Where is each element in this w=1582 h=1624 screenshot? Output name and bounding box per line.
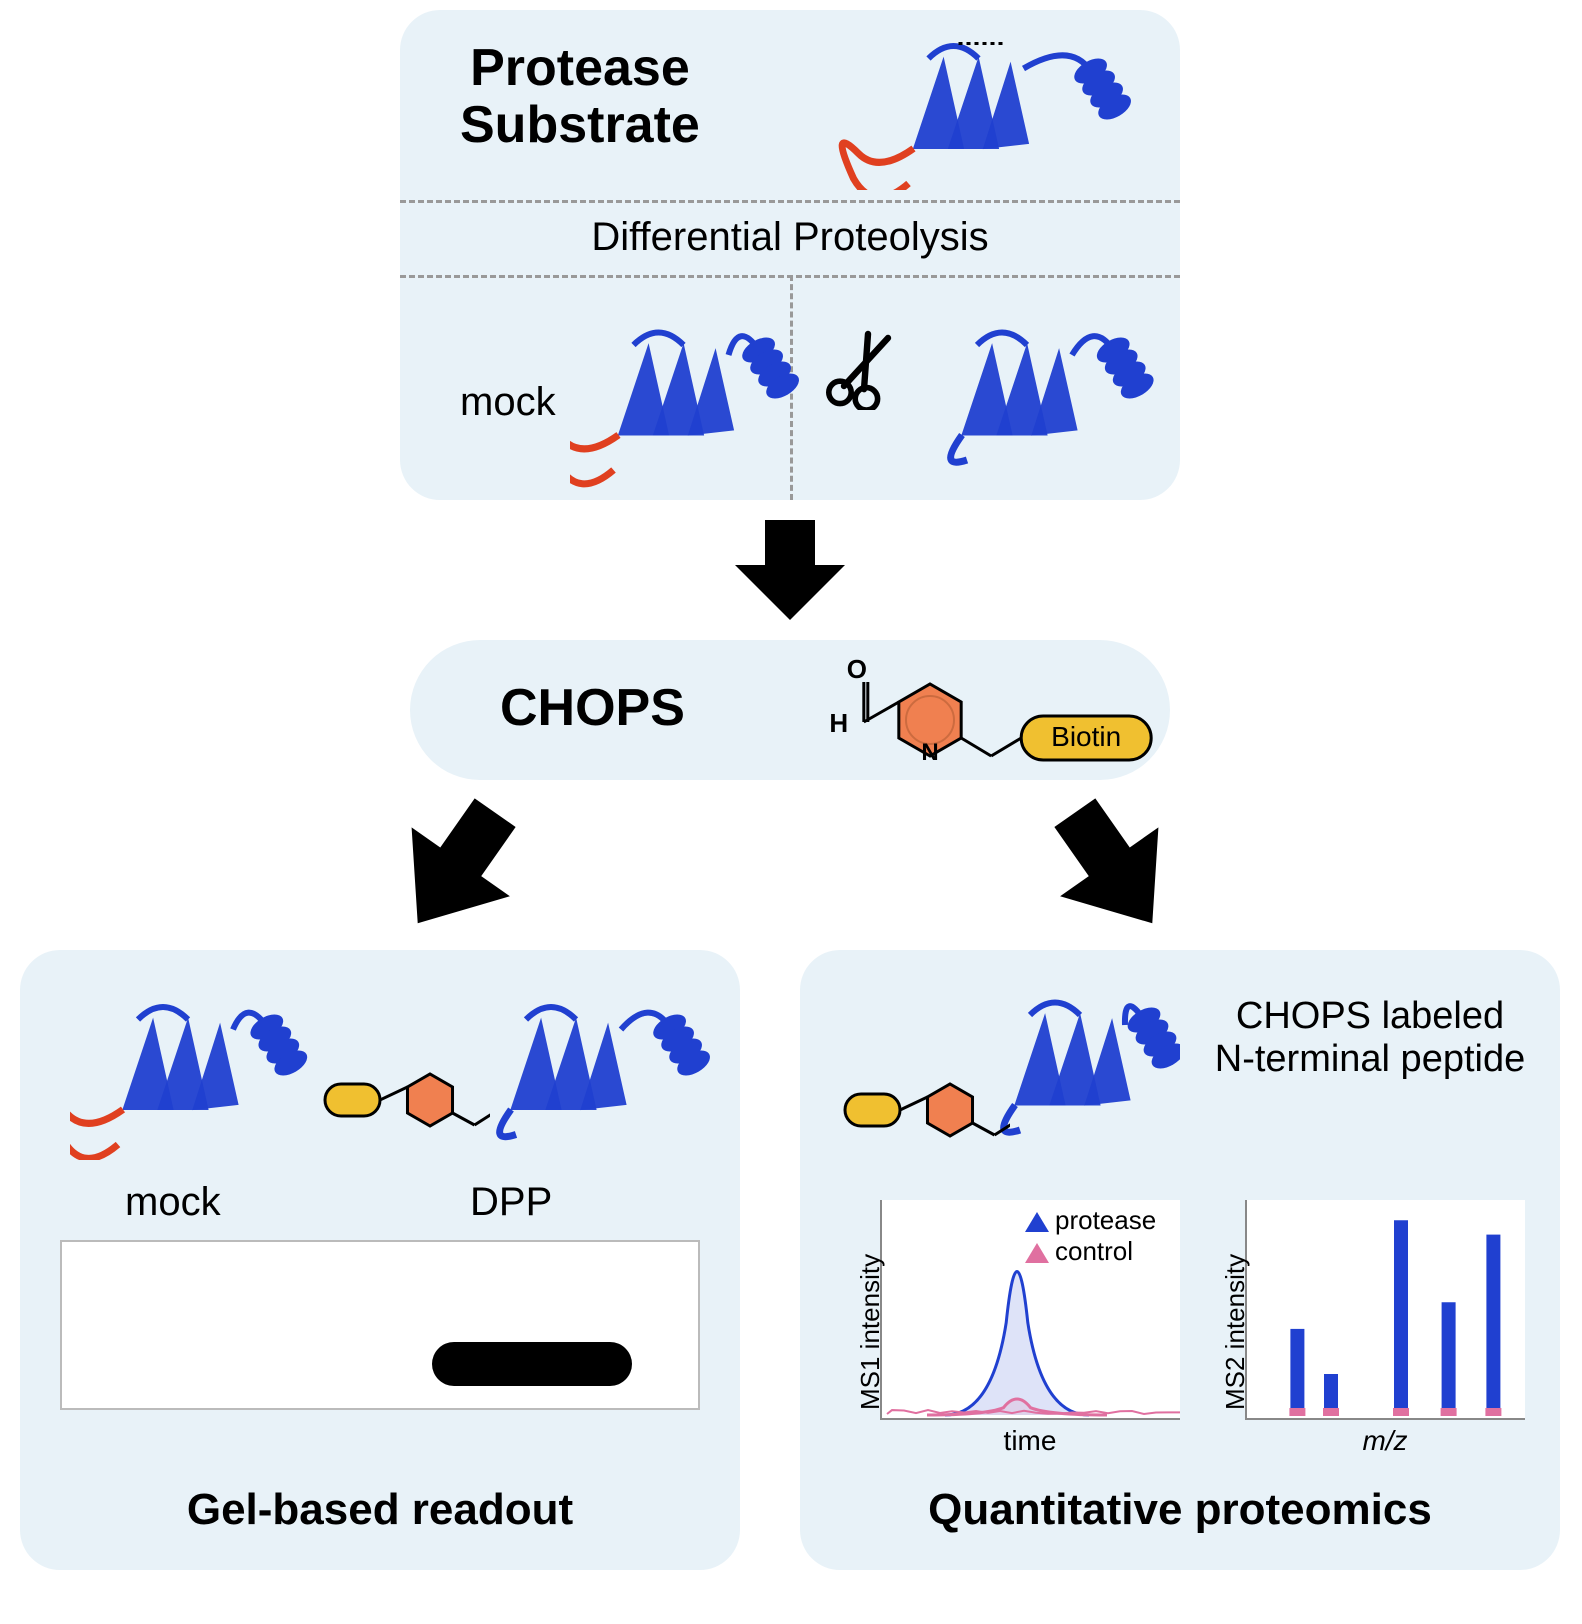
peptide-label: CHOPS labeled N-terminal peptide (1195, 995, 1545, 1081)
gel-band (432, 1342, 632, 1386)
dpp-label: DPP (470, 1180, 552, 1225)
title-line-2: Substrate (460, 96, 700, 154)
chops-molecule: OH N Biotin (770, 645, 1160, 775)
gel-readout-panel: mock DPP Gel-based readout (20, 950, 740, 1570)
scissors-icon (820, 330, 900, 410)
diff-proteolysis-label: Differential Proteolysis (400, 215, 1180, 260)
mock-label-bl: mock (125, 1180, 221, 1225)
arrow-diag-left (370, 790, 540, 950)
gel-title: Gel-based readout (20, 1485, 740, 1535)
proteomics-title: Quantitative proteomics (800, 1485, 1560, 1535)
protein-mock (570, 290, 800, 490)
dash-top (400, 200, 1180, 203)
legend-protease: protease (1025, 1205, 1156, 1236)
peptide-label-1: CHOPS labeled (1236, 995, 1504, 1037)
svg-text:H: H (829, 708, 848, 738)
mock-label-top: mock (460, 380, 556, 425)
chops-tag-bl (320, 1060, 490, 1140)
protein-br (980, 960, 1180, 1160)
top-panel: Protease Substrate Differential Proteoly… (400, 10, 1180, 500)
protein-full (820, 20, 1150, 190)
svg-text:N: N (921, 739, 938, 766)
legend-control: control (1025, 1236, 1156, 1267)
arrow-diag-right (1030, 790, 1200, 950)
svg-text:Biotin: Biotin (1051, 721, 1121, 752)
chops-label: CHOPS (500, 678, 685, 738)
ms1-ylabel: MS1 intensity (855, 1254, 886, 1410)
svg-text:O: O (847, 654, 867, 684)
chops-tag-br (840, 1070, 1010, 1150)
protein-bl-mock (70, 970, 310, 1160)
chops-panel: CHOPS OH N Biotin (410, 640, 1170, 780)
top-title: Protease Substrate (460, 40, 700, 154)
ms1-legend: protease control (1025, 1205, 1156, 1267)
title-line-1: Protease (470, 39, 690, 97)
peptide-label-2: N-terminal peptide (1215, 1038, 1525, 1080)
ms2-ylabel: MS2 intensity (1220, 1254, 1251, 1410)
arrow-down-1 (730, 510, 850, 630)
ms2-plot (1247, 1200, 1527, 1420)
ms2-xlabel: m/z (1245, 1425, 1525, 1457)
proteomics-panel: CHOPS labeled N-terminal peptide MS1 int… (800, 950, 1560, 1570)
protein-cut (900, 290, 1160, 490)
gel-box (60, 1240, 700, 1410)
ms2-chart (1245, 1200, 1525, 1420)
ms1-xlabel: time (880, 1425, 1180, 1457)
